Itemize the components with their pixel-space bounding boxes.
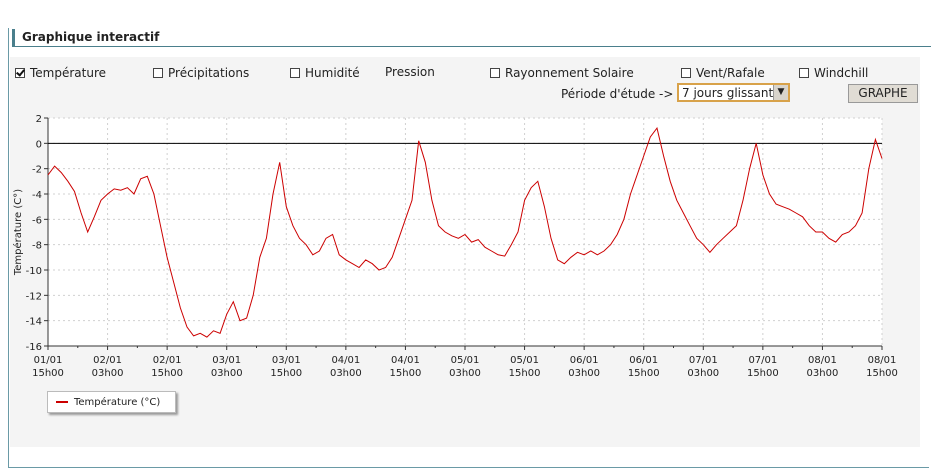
checkbox-humidite-label: Humidité [305,66,360,80]
x-tick-label-time: 15h00 [747,368,779,379]
y-tick-label: -8 [32,241,42,252]
y-tick-label: -10 [26,266,42,277]
checkbox-icon[interactable] [490,68,500,78]
y-tick-label: -2 [32,165,42,176]
x-tick-label-time: 15h00 [866,368,898,379]
plot-area [48,118,882,346]
y-tick-label: -12 [26,291,42,302]
x-tick-label-time: 15h00 [628,368,660,379]
y-tick-label: -16 [26,342,42,353]
chevron-down-icon[interactable]: ▼ [773,85,788,100]
checkbox-icon[interactable] [681,68,691,78]
y-tick-label: -4 [32,190,42,201]
period-select-value: 7 jours glissant [682,86,774,100]
checkbox-precipitations[interactable]: Précipitations [153,66,249,80]
x-tick-label-time: 03h00 [449,368,481,379]
x-tick-label-date: 07/01 [689,355,718,366]
checkbox-rayonnement[interactable]: Rayonnement Solaire [490,66,634,80]
checkbox-rayonnement-label: Rayonnement Solaire [505,66,634,80]
x-tick-label-date: 07/01 [748,355,777,366]
x-tick-label-date: 02/01 [93,355,122,366]
x-tick-label-time: 15h00 [509,368,541,379]
section-header: Graphique interactif [12,29,931,47]
x-tick-label-date: 04/01 [331,355,360,366]
y-tick-label: -6 [32,215,42,226]
legend-label: Température (°C) [74,396,161,408]
graph-button[interactable]: GRAPHE [848,84,918,103]
x-tick-label-date: 06/01 [570,355,599,366]
period-label: Période d'étude -> [561,87,674,101]
y-axis-label: Température (C°) [12,189,24,276]
x-tick-label-date: 08/01 [868,355,897,366]
y-tick-label: 0 [36,139,42,150]
checkbox-vent-rafale-label: Vent/Rafale [696,66,765,80]
x-tick-label-date: 03/01 [272,355,301,366]
section-title: Graphique interactif [22,30,160,44]
x-tick-label-date: 01/01 [34,355,63,366]
x-tick-label-date: 08/01 [808,355,837,366]
checkbox-checked-icon[interactable] [15,68,25,78]
checkbox-icon[interactable] [153,68,163,78]
checkbox-temperature-label: Température [30,66,107,80]
x-tick-label-time: 03h00 [568,368,600,379]
x-tick-label-time: 03h00 [807,368,839,379]
checkbox-windchill[interactable]: Windchill [799,66,868,80]
checkbox-vent-rafale[interactable]: Vent/Rafale [681,66,765,80]
legend-line-icon [56,401,68,403]
y-tick-label: -14 [26,317,42,328]
x-tick-label-date: 04/01 [391,355,420,366]
x-tick-label-date: 02/01 [153,355,182,366]
checkbox-temperature[interactable]: Température [15,66,106,80]
x-tick-label-time: 03h00 [330,368,362,379]
x-tick-label-date: 06/01 [629,355,658,366]
x-tick-label-date: 05/01 [510,355,539,366]
x-tick-label-time: 03h00 [211,368,243,379]
chart-legend: Température (°C) [47,391,176,413]
x-tick-label-time: 15h00 [270,368,302,379]
x-tick-label-date: 03/01 [212,355,241,366]
checkbox-windchill-label: Windchill [814,66,869,80]
pression-label: Pression [385,65,435,79]
period-select[interactable]: 7 jours glissant ▼ [677,83,790,102]
x-tick-label-time: 15h00 [390,368,422,379]
temperature-series-line [47,126,883,338]
x-tick-label-time: 15h00 [32,368,64,379]
x-tick-label-time: 15h00 [151,368,183,379]
checkbox-humidite[interactable]: Humidité [290,66,360,80]
checkbox-icon[interactable] [799,68,809,78]
checkbox-precipitations-label: Précipitations [168,66,250,80]
x-tick-label-date: 05/01 [451,355,480,366]
checkbox-icon[interactable] [290,68,300,78]
x-tick-label-time: 03h00 [92,368,124,379]
x-tick-label-time: 03h00 [687,368,719,379]
y-tick-label: 2 [36,114,42,125]
